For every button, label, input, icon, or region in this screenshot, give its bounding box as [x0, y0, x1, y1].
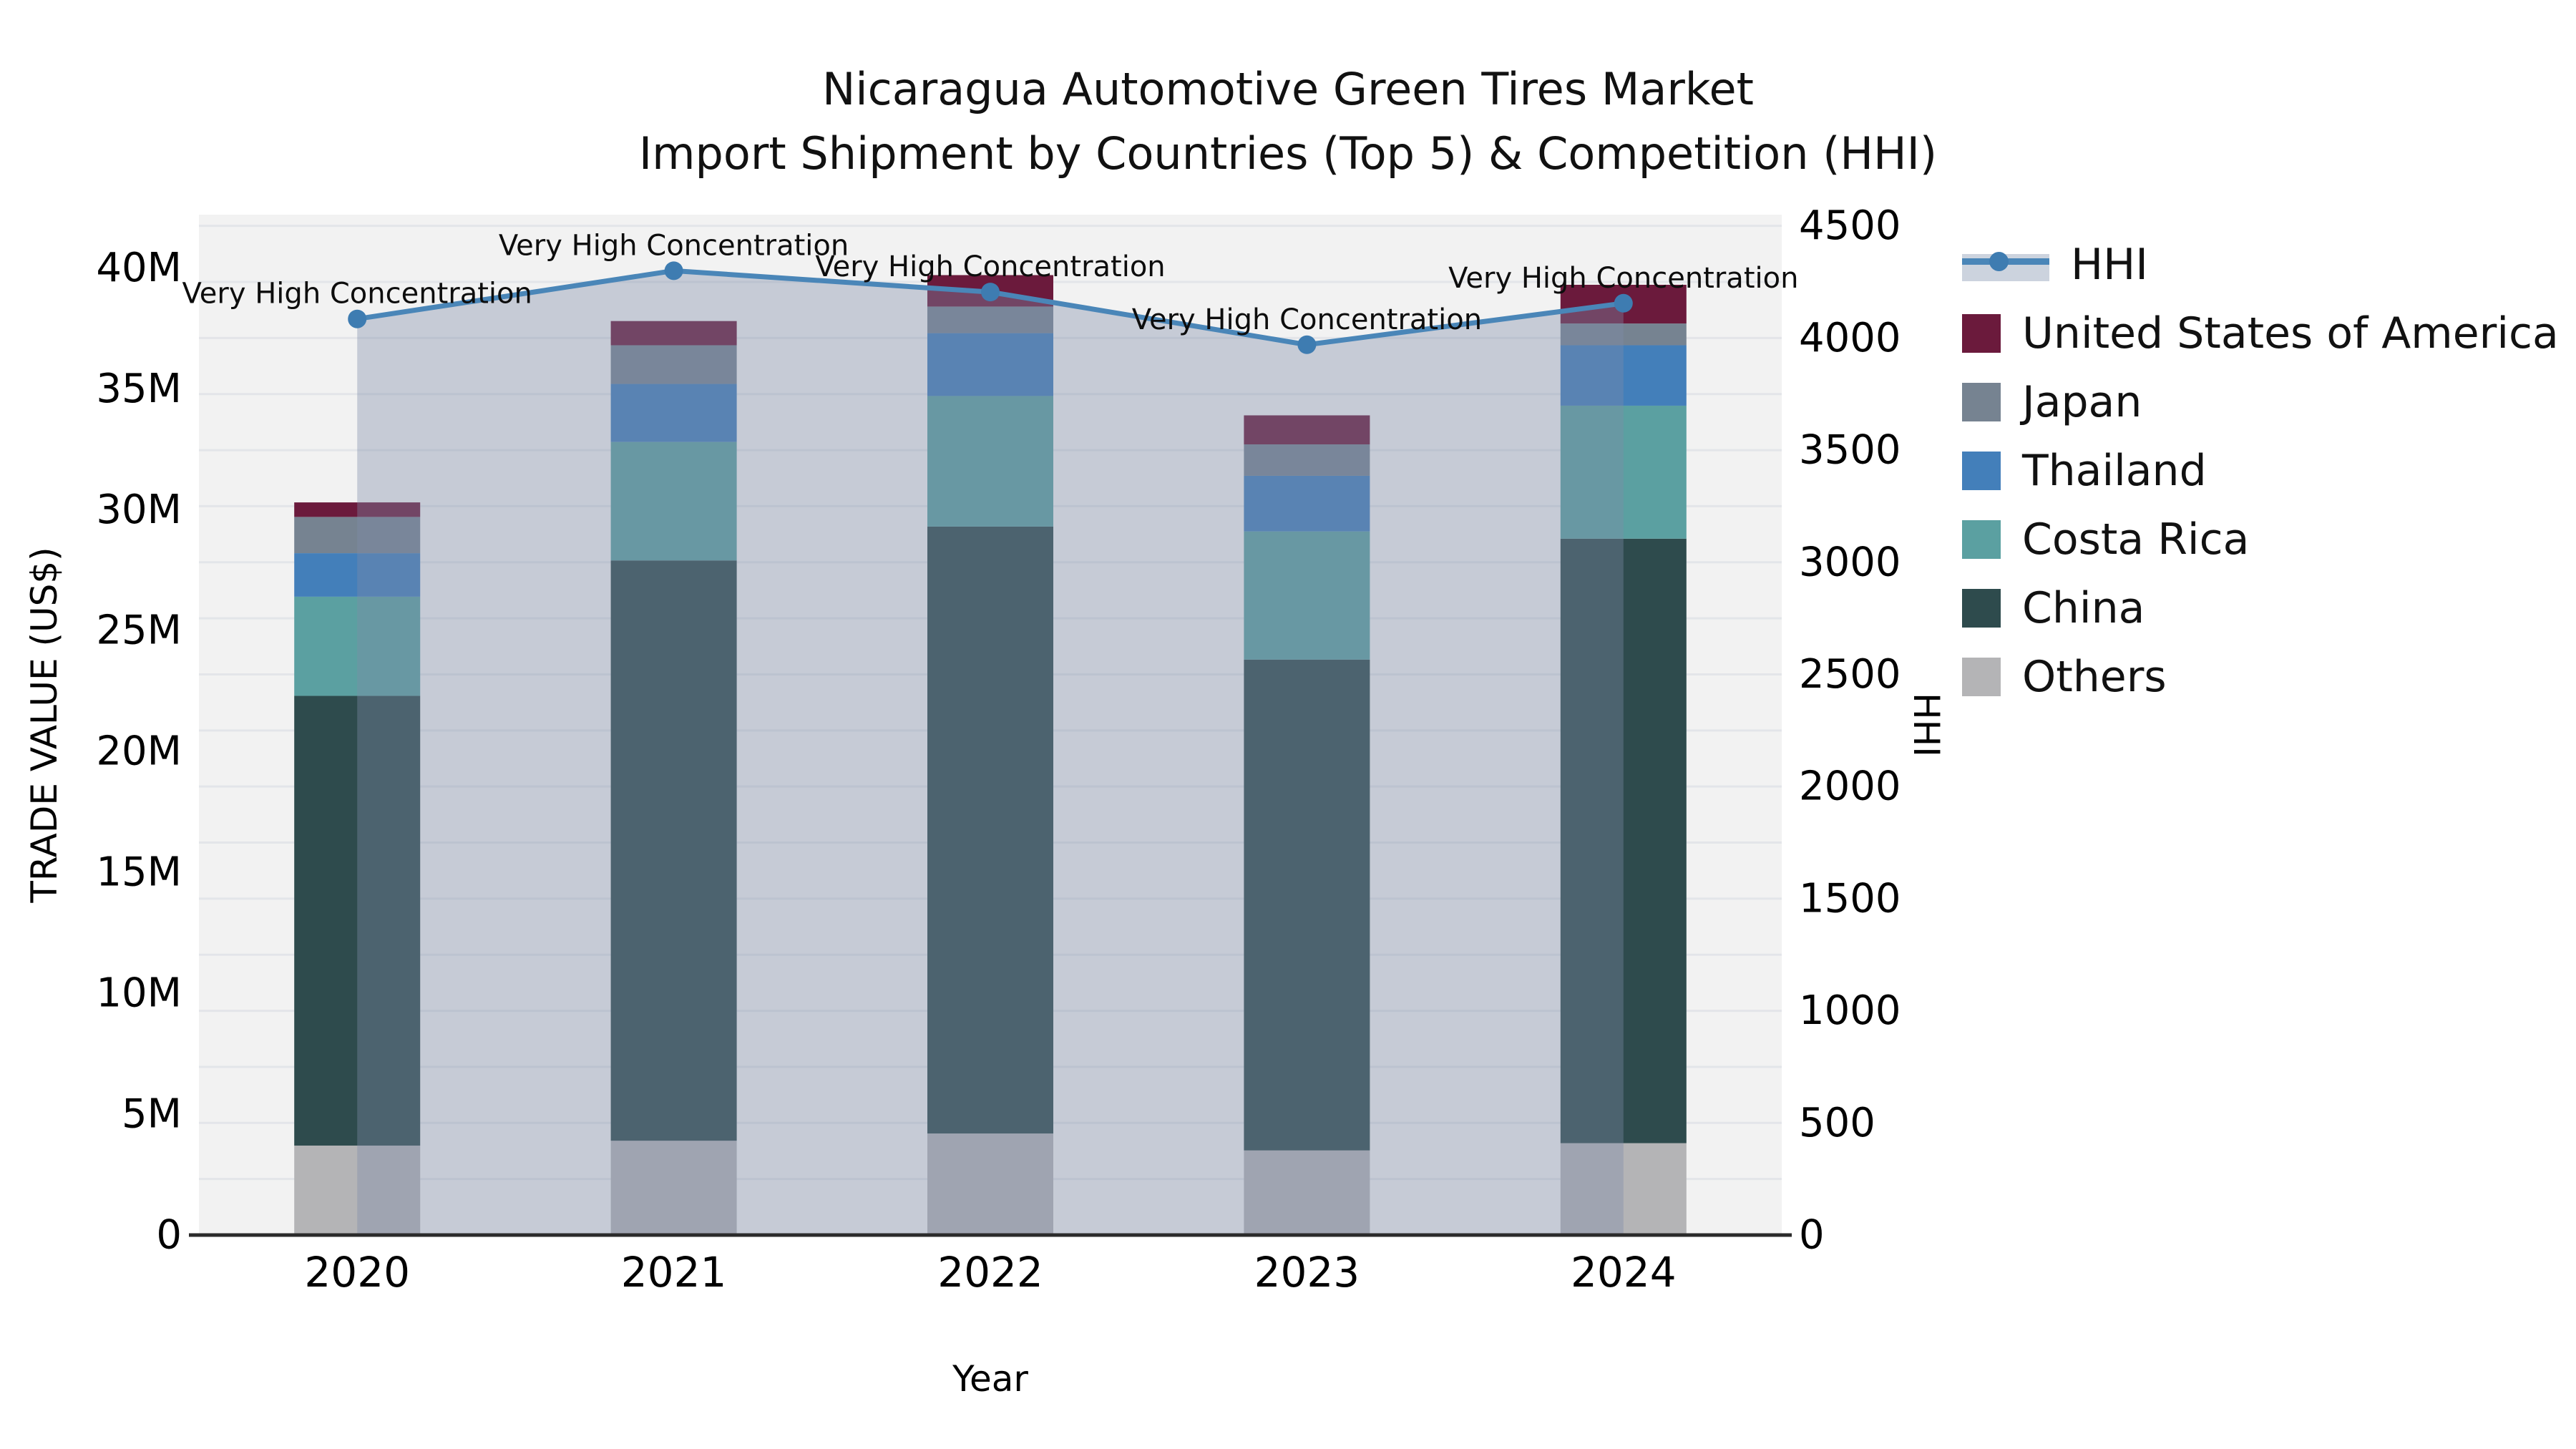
bar-segment-china-2023 [1244, 659, 1370, 1151]
bar-segment-japan-2020 [294, 517, 421, 554]
left-tick-label: 15M [96, 849, 182, 896]
bar-segment-united-states-of-america-2021 [610, 321, 737, 346]
chart-title-line2: Import Shipment by Countries (Top 5) & C… [638, 127, 1938, 180]
left-tick-label: 20M [96, 728, 182, 775]
legend-color-swatch [1962, 520, 2001, 559]
bar-segment-thailand-2020 [294, 553, 421, 597]
legend-label: United States of America [2022, 308, 2559, 358]
bar-segment-united-states-of-america-2020 [294, 502, 421, 517]
left-tick-label: 35M [96, 366, 182, 412]
legend-color-swatch [1962, 314, 2001, 353]
legend-label: Others [2022, 652, 2167, 702]
bar-segment-japan-2021 [610, 345, 737, 384]
bar-segment-costa-rica-2020 [294, 596, 421, 696]
bar-segment-thailand-2023 [1244, 475, 1370, 532]
bar-segment-japan-2022 [927, 306, 1053, 333]
legend-label: HHI [2071, 240, 2148, 290]
bar-segment-costa-rica-2022 [927, 396, 1053, 527]
x-tick-label-2024: 2024 [1571, 1248, 1677, 1297]
hhi-area-fill [357, 270, 1624, 1235]
annotation-2020: Very High Concentration [182, 278, 532, 311]
left-tick-label: 30M [96, 487, 182, 533]
bar-segment-china-2024 [1560, 538, 1687, 1143]
bar-segment-thailand-2024 [1560, 345, 1687, 406]
bar-segment-thailand-2022 [927, 333, 1053, 396]
bar-segment-japan-2023 [1244, 444, 1370, 476]
hhi-marker-2024 [1614, 293, 1633, 313]
bar-segment-others-2022 [927, 1133, 1053, 1235]
x-tick-label-2021: 2021 [621, 1248, 727, 1297]
y-axis-label-right: HHI [1906, 693, 1947, 757]
right-tick-label: 2000 [1799, 763, 1901, 810]
right-tick-label: 3000 [1799, 539, 1901, 585]
legend-item-united-states-of-america: United States of America [1962, 299, 2559, 368]
hhi-marker-2021 [664, 261, 683, 280]
legend: HHI United States of America Japan Thailand… [1962, 230, 2559, 711]
legend-item-japan: Japan [1962, 368, 2559, 436]
bar-segment-others-2023 [1244, 1150, 1370, 1235]
bar-segment-japan-2024 [1560, 323, 1687, 346]
bar-segment-others-2020 [294, 1145, 421, 1235]
bar-segment-china-2020 [294, 696, 421, 1146]
annotation-2024: Very High Concentration [1448, 262, 1798, 295]
legend-color-swatch [1962, 452, 2001, 490]
right-tick-label: 4500 [1799, 203, 1901, 249]
x-tick-label-2023: 2023 [1254, 1248, 1360, 1297]
legend-label: China [2022, 583, 2145, 633]
right-tick-label: 0 [1799, 1212, 1825, 1259]
right-tick-label: 2500 [1799, 651, 1901, 698]
y-axis-label-left: TRADE VALUE (US$) [24, 547, 65, 903]
bar-segment-others-2024 [1560, 1143, 1687, 1235]
legend-color-swatch [1962, 589, 2001, 628]
bar-segment-costa-rica-2021 [610, 441, 737, 561]
right-tick-label: 4000 [1799, 315, 1901, 361]
legend-label: Japan [2022, 377, 2142, 427]
hhi-marker-2023 [1297, 335, 1317, 354]
bar-segment-thailand-2021 [610, 384, 737, 442]
left-tick-label: 5M [122, 1091, 182, 1138]
hhi-marker-2020 [348, 309, 367, 328]
left-tick-label: 25M [96, 608, 182, 654]
hhi-marker-2022 [981, 283, 1000, 302]
bar-segment-united-states-of-america-2023 [1244, 415, 1370, 445]
bar-segment-china-2022 [927, 526, 1053, 1134]
legend-item-hhi: HHI [1962, 230, 2559, 299]
right-tick-label: 1500 [1799, 875, 1901, 922]
legend-color-swatch [1962, 658, 2001, 696]
annotation-2021: Very High Concentration [499, 229, 849, 262]
right-tick-label: 3500 [1799, 427, 1901, 474]
x-tick-label-2022: 2022 [937, 1248, 1043, 1297]
bar-segment-costa-rica-2024 [1560, 405, 1687, 539]
legend-hhi-line-icon [1962, 248, 2049, 281]
legend-item-others: Others [1962, 643, 2559, 711]
legend-label: Costa Rica [2022, 514, 2250, 565]
x-axis-label: Year [952, 1358, 1028, 1400]
left-tick-label: 10M [96, 970, 182, 1017]
right-tick-label: 500 [1799, 1100, 1875, 1146]
bar-segment-china-2021 [610, 560, 737, 1141]
legend-item-costa-rica: Costa Rica [1962, 505, 2559, 574]
right-tick-label: 1000 [1799, 987, 1901, 1034]
annotation-2022: Very High Concentration [815, 250, 1165, 283]
x-tick-label-2020: 2020 [304, 1248, 410, 1297]
legend-label: Thailand [2022, 446, 2207, 496]
chart-title-line1: Nicaragua Automotive Green Tires Market [822, 63, 1754, 115]
annotation-2023: Very High Concentration [1132, 303, 1482, 336]
left-tick-label: 0 [156, 1212, 182, 1259]
left-tick-label: 40M [96, 245, 182, 291]
legend-color-swatch [1962, 383, 2001, 421]
legend-item-china: China [1962, 574, 2559, 643]
legend-item-thailand: Thailand [1962, 436, 2559, 505]
bar-segment-others-2021 [610, 1141, 737, 1235]
bar-segment-costa-rica-2023 [1244, 531, 1370, 660]
